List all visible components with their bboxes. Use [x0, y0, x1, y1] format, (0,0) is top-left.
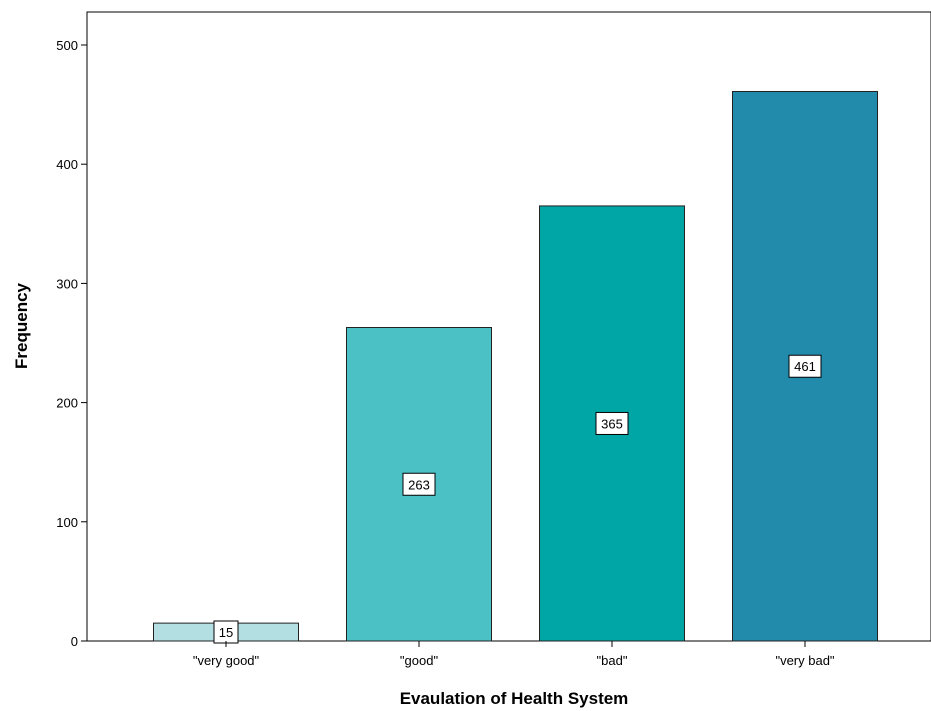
y-tick-label: 300	[56, 276, 78, 291]
bars: 15 263 365 461	[153, 90, 878, 644]
x-tick-label: "bad"	[597, 653, 628, 668]
x-tick-label: "very good"	[193, 653, 260, 668]
y-tick-label: 500	[56, 38, 78, 53]
plot-frame	[86, 11, 931, 642]
data-label: 15	[219, 625, 233, 640]
x-tick-label: "good"	[400, 653, 439, 668]
data-label-box	[402, 472, 436, 496]
data-label: 461	[794, 359, 816, 374]
data-label-box	[788, 354, 822, 378]
y-tick-label: 200	[56, 396, 78, 411]
x-axis: "very good" "good" "bad" "very bad"	[193, 641, 835, 668]
y-tick-label: 400	[56, 157, 78, 172]
x-tick-label: "very bad"	[775, 653, 834, 668]
data-label-box	[595, 411, 629, 435]
x-axis-title: Evaulation of Health System	[400, 689, 629, 708]
data-label: 365	[601, 416, 623, 431]
y-axis-title: Frequency	[12, 282, 31, 369]
y-tick-label: 0	[71, 634, 78, 649]
y-axis: 0 100 200 300 400 500	[56, 38, 87, 649]
data-label: 263	[408, 477, 430, 492]
y-tick-label: 100	[56, 515, 78, 530]
